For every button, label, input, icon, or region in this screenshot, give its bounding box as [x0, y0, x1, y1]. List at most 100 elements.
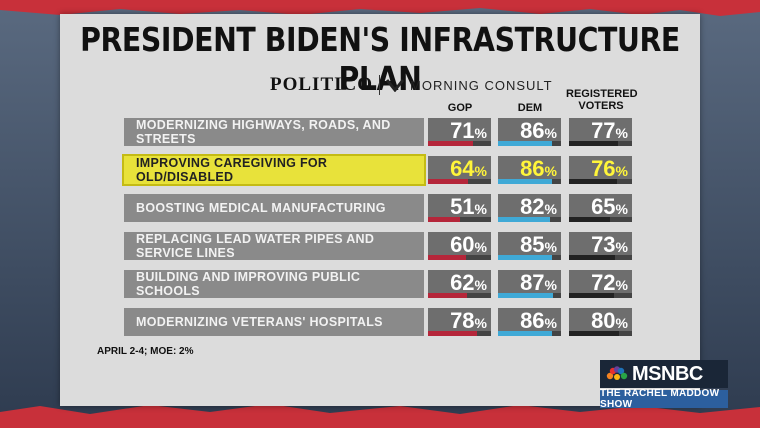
value-label: 62%	[450, 270, 487, 298]
value-unit: %	[615, 125, 628, 141]
bar-track	[498, 217, 561, 222]
value-cell: 86%	[498, 308, 561, 336]
torn-paper-top	[0, 0, 760, 16]
value-number: 76	[591, 156, 616, 181]
bar-fill	[498, 179, 553, 184]
bar-track	[569, 293, 632, 298]
page-title: PRESIDENT BIDEN'S INFRASTRUCTURE PLAN	[80, 20, 680, 98]
row-label: IMPROVING CAREGIVING FOR OLD/DISABLED	[122, 154, 426, 186]
value-label: 72%	[591, 270, 628, 298]
bar-fill	[428, 331, 478, 336]
value-number: 64	[450, 156, 475, 181]
value-label: 65%	[591, 194, 628, 222]
value-number: 80	[591, 308, 616, 333]
value-label: 73%	[591, 232, 628, 260]
column-header-registered-voters: REGISTERED VOTERS	[566, 88, 638, 112]
bar-fill	[498, 141, 553, 146]
value-unit: %	[544, 239, 557, 255]
bar-fill	[428, 293, 468, 298]
value-cell: 51%	[428, 194, 491, 222]
bar-track	[428, 293, 491, 298]
value-cell: 60%	[428, 232, 491, 260]
bar-fill	[569, 331, 620, 336]
bar-track	[428, 255, 491, 260]
value-number: 82	[520, 194, 545, 219]
bar-track	[569, 255, 632, 260]
bar-fill	[498, 255, 552, 260]
value-number: 86	[520, 118, 545, 143]
torn-paper-bottom	[0, 404, 760, 428]
value-cell: 78%	[428, 308, 491, 336]
value-label: 76%	[591, 156, 628, 184]
value-unit: %	[474, 163, 487, 179]
value-label: 71%	[450, 118, 487, 146]
value-number: 86	[520, 156, 545, 181]
bar-fill	[428, 217, 461, 222]
bar-fill	[569, 141, 618, 146]
value-cell: 86%	[498, 156, 561, 184]
morning-consult-logo: MORNING CONSULT	[410, 77, 553, 93]
row-label: BOOSTING MEDICAL MANUFACTURING	[124, 194, 424, 222]
value-number: 87	[520, 270, 545, 295]
value-cell: 73%	[569, 232, 632, 260]
bar-track	[428, 217, 491, 222]
row-label: BUILDING AND IMPROVING PUBLIC SCHOOLS	[124, 270, 424, 298]
bar-fill	[428, 179, 469, 184]
value-label: 60%	[450, 232, 487, 260]
bar-fill	[498, 217, 550, 222]
value-unit: %	[544, 163, 557, 179]
value-label: 51%	[450, 194, 487, 222]
value-number: 77	[591, 118, 616, 143]
value-label: 86%	[520, 118, 557, 146]
bar-fill	[428, 255, 466, 260]
bar-fill	[569, 255, 615, 260]
bar-track	[428, 141, 491, 146]
bar-track	[569, 141, 632, 146]
value-label: 64%	[450, 156, 487, 184]
row-label: MODERNIZING VETERANS' HOSPITALS	[124, 308, 424, 336]
value-cell: 77%	[569, 118, 632, 146]
bar-fill	[498, 331, 553, 336]
value-label: 85%	[520, 232, 557, 260]
peacock-icon	[606, 366, 628, 380]
value-label: 86%	[520, 308, 557, 336]
show-name: THE RACHEL MADDOW SHOW	[600, 388, 728, 410]
value-unit: %	[544, 277, 557, 293]
value-cell: 76%	[569, 156, 632, 184]
value-unit: %	[544, 315, 557, 331]
poll-note: APRIL 2-4; MOE: 2%	[97, 346, 194, 357]
bar-fill	[428, 141, 473, 146]
value-cell: 72%	[569, 270, 632, 298]
bar-fill	[569, 293, 615, 298]
value-cell: 71%	[428, 118, 491, 146]
bar-fill	[569, 217, 610, 222]
bar-track	[428, 179, 491, 184]
value-unit: %	[474, 315, 487, 331]
value-number: 85	[520, 232, 545, 257]
value-cell: 87%	[498, 270, 561, 298]
column-header-gop: GOP	[447, 102, 473, 114]
bar-track	[498, 141, 561, 146]
source-credit: POLITICO MORNING CONSULT	[270, 74, 553, 96]
value-label: 82%	[520, 194, 557, 222]
value-unit: %	[615, 163, 628, 179]
value-number: 71	[450, 118, 475, 143]
value-unit: %	[474, 125, 487, 141]
bar-track	[569, 179, 632, 184]
value-unit: %	[544, 125, 557, 141]
value-number: 65	[591, 194, 616, 219]
value-label: 86%	[520, 156, 557, 184]
politico-logo: POLITICO	[270, 74, 374, 95]
value-cell: 86%	[498, 118, 561, 146]
row-label: REPLACING LEAD WATER PIPES AND SERVICE L…	[124, 232, 424, 260]
bar-track	[569, 217, 632, 222]
morning-consult-icon	[386, 79, 405, 92]
value-number: 86	[520, 308, 545, 333]
source-divider	[379, 75, 381, 95]
value-label: 87%	[520, 270, 557, 298]
value-number: 78	[450, 308, 475, 333]
value-unit: %	[615, 315, 628, 331]
value-unit: %	[474, 201, 487, 217]
column-header-dem: DEM	[517, 102, 543, 114]
bar-track	[498, 331, 561, 336]
